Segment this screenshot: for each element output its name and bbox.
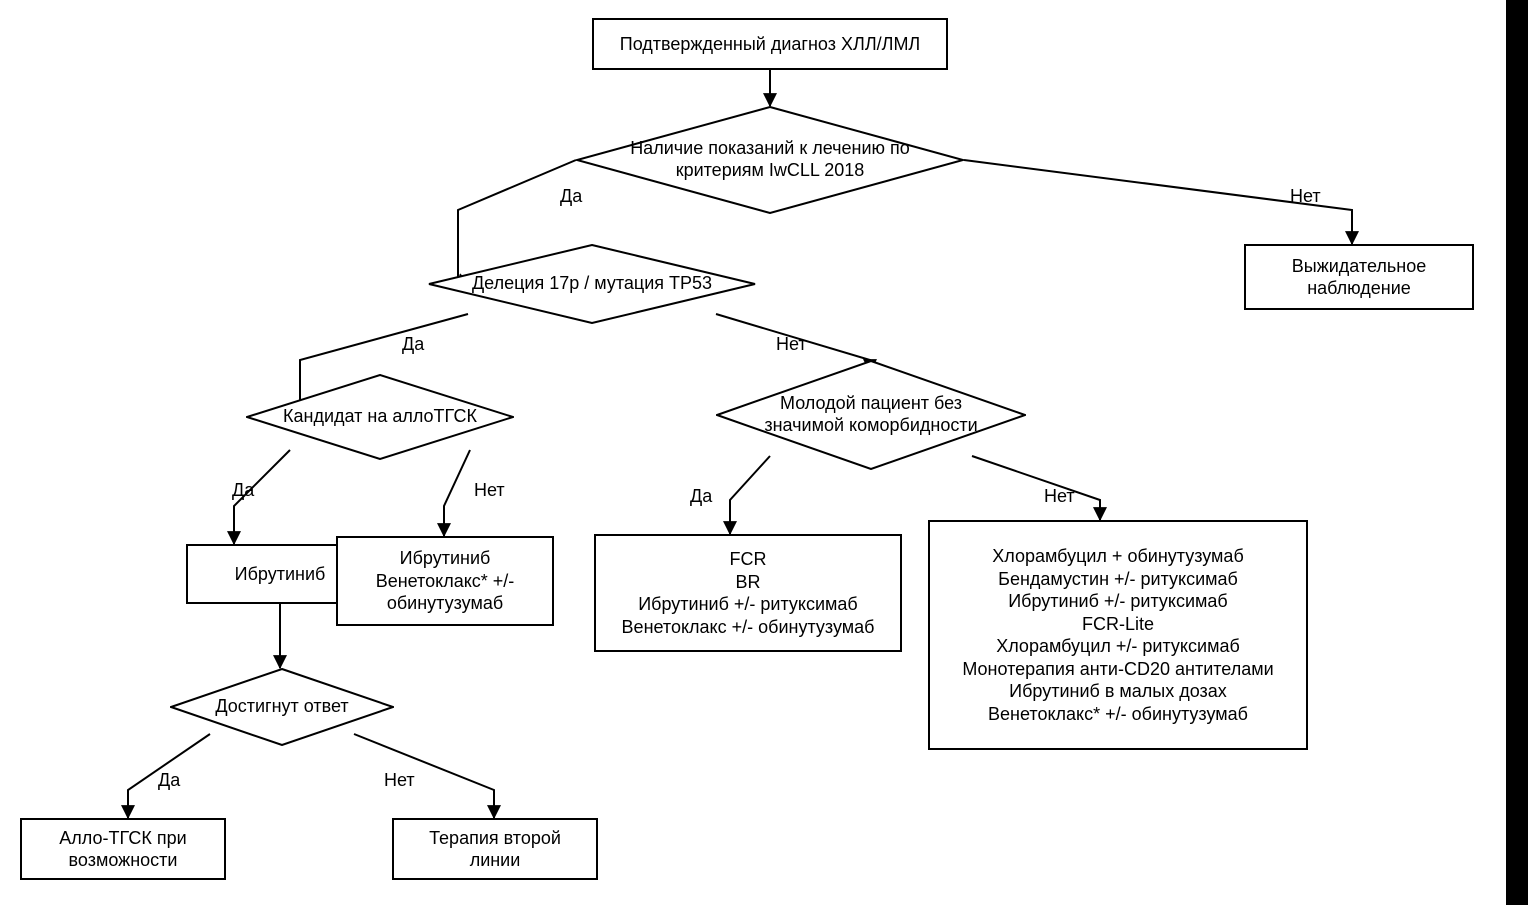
node-chlor: Хлорамбуцил + обинутузумаб Бендамустин +… [928, 520, 1308, 750]
node-label-d4: Молодой пациент без значимой коморбиднос… [716, 360, 1026, 470]
node-d5: Достигнут ответ [170, 668, 394, 746]
node-d4: Молодой пациент без значимой коморбиднос… [716, 360, 1026, 470]
node-label-start: Подтвержденный диагноз ХЛЛ/ЛМЛ [620, 33, 921, 56]
node-label-ibr: Ибрутиниб [235, 563, 326, 586]
node-label-ibr_ven: Ибрутиниб Венетоклакс* +/- обинутузумаб [348, 547, 542, 615]
node-label-d3: Кандидат на аллоТГСК [246, 374, 514, 460]
node-label-fcr: FCR BR Ибрутиниб +/- ритуксимаб Венетокл… [622, 548, 875, 638]
edge-d5-line2 [354, 734, 494, 818]
edge-label-d3-ibr: Да [232, 480, 254, 501]
edge-label-d4-fcr: Да [690, 486, 712, 507]
node-allo: Алло-ТГСК при возможности [20, 818, 226, 880]
flowchart-canvas: ДаНетДаНетДаНетДаНетДаНетПодтвержденный … [0, 0, 1528, 905]
edge-label-d1-wait: Нет [1290, 186, 1321, 207]
edge-label-d3-ibr_ven: Нет [474, 480, 505, 501]
node-label-wait: Выжидательное наблюдение [1256, 255, 1462, 300]
edge-label-d2-d3: Да [402, 334, 424, 355]
node-label-allo: Алло-ТГСК при возможности [32, 827, 214, 872]
node-label-chlor: Хлорамбуцил + обинутузумаб Бендамустин +… [962, 545, 1273, 725]
node-fcr: FCR BR Ибрутиниб +/- ритуксимаб Венетокл… [594, 534, 902, 652]
node-ibr_ven: Ибрутиниб Венетоклакс* +/- обинутузумаб [336, 536, 554, 626]
node-label-d1: Наличие показаний к лечению по критериям… [576, 106, 964, 214]
node-label-d2: Делеция 17p / мутация TP53 [428, 244, 756, 324]
right-black-bar [1506, 0, 1528, 905]
node-d1: Наличие показаний к лечению по критериям… [576, 106, 964, 214]
edge-d3-ibr_ven [444, 450, 470, 536]
edge-label-d5-line2: Нет [384, 770, 415, 791]
node-start: Подтвержденный диагноз ХЛЛ/ЛМЛ [592, 18, 948, 70]
node-d3: Кандидат на аллоТГСК [246, 374, 514, 460]
edge-label-d4-chlor: Нет [1044, 486, 1075, 507]
node-label-line2: Терапия второй линии [404, 827, 586, 872]
edge-label-d2-d4: Нет [776, 334, 807, 355]
node-line2: Терапия второй линии [392, 818, 598, 880]
node-wait: Выжидательное наблюдение [1244, 244, 1474, 310]
edge-label-d5-allo: Да [158, 770, 180, 791]
node-d2: Делеция 17p / мутация TP53 [428, 244, 756, 324]
node-label-d5: Достигнут ответ [170, 668, 394, 746]
